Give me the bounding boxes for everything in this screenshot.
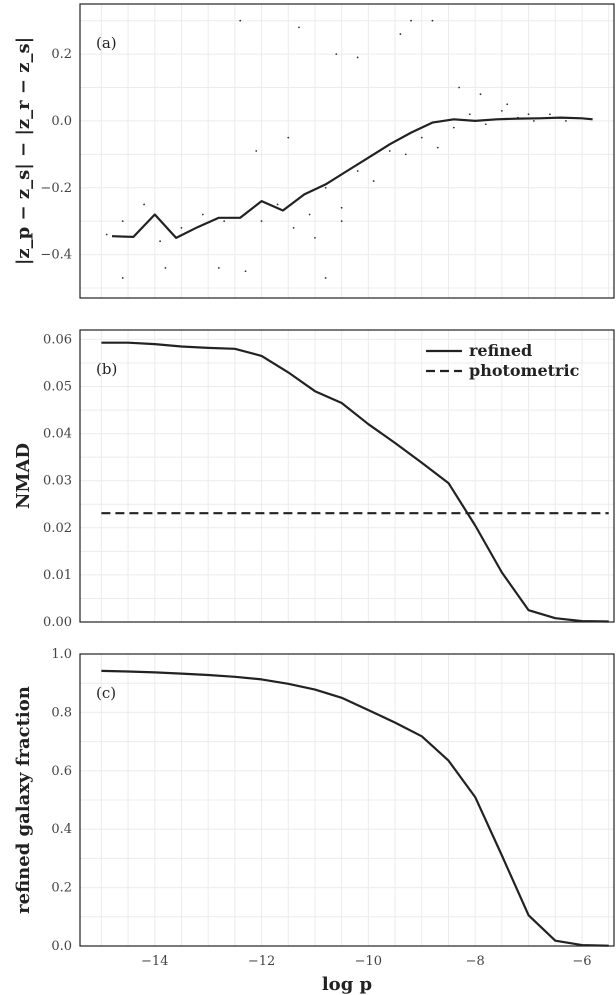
legend-label: photometric [469, 361, 580, 380]
plot-frame [79, 329, 615, 623]
scatter-point [356, 56, 359, 59]
series-line-0 [111, 116, 593, 239]
x-axis-label: log p [322, 974, 372, 995]
series-line-refined [101, 341, 609, 623]
scatter-point [500, 110, 503, 112]
panel-label: (a) [96, 34, 117, 52]
panel-a: −0.4 −0.2 0.0 0.2 |z_p − z_s| − |z_r − z_s| (… [13, 3, 615, 299]
x-tick-label: −10 [355, 954, 382, 969]
scatter-points [105, 19, 567, 279]
scatter-point [298, 26, 300, 29]
plot-frame [79, 3, 615, 299]
scatter-point [468, 113, 471, 116]
scatter-point [143, 203, 145, 206]
scatter-point [287, 136, 290, 139]
scatter-point [420, 136, 423, 139]
series-line-0 [101, 669, 609, 947]
x-tick-label: −14 [141, 954, 168, 969]
scatter-point [356, 170, 359, 172]
scatter-point [565, 120, 567, 122]
scatter-point [164, 267, 167, 269]
scatter-point [506, 103, 509, 106]
panel-label: (c) [96, 684, 116, 702]
y-tick-label: 0.05 [43, 380, 72, 395]
grid [80, 4, 614, 298]
y-axis-label: refined galaxy fraction [13, 686, 34, 914]
plot-frame [79, 653, 615, 947]
scatter-point [431, 19, 434, 22]
scatter-point [410, 19, 412, 22]
scatter-point [260, 220, 263, 223]
y-tick-label: 0.0 [51, 939, 72, 954]
panel-c: 0.0 0.2 0.4 0.6 0.8 1.0 −14 −12 −10 −8 −6 refined g… [13, 647, 615, 995]
y-tick-label: −0.2 [40, 181, 72, 196]
scatter-point [121, 220, 124, 223]
x-tick-label: −12 [248, 954, 275, 969]
y-tick-label: 0.6 [51, 764, 72, 779]
scatter-point [399, 33, 402, 35]
grid [80, 653, 614, 947]
scatter-point [223, 220, 226, 223]
y-axis-label: NMAD [13, 443, 34, 509]
y-tick-label: 0.2 [51, 881, 72, 896]
scatter-point [549, 113, 551, 116]
y-tick-label: 0.8 [51, 705, 72, 720]
y-tick-label: 0.02 [43, 521, 72, 536]
scatter-point [105, 233, 108, 236]
scatter-point [292, 226, 295, 229]
scatter-point [484, 123, 487, 126]
scatter-point [239, 19, 242, 22]
scatter-point [458, 86, 461, 89]
scatter-point [180, 226, 183, 229]
y-tick-label: 0.06 [43, 332, 72, 347]
y-tick-label: 0.01 [43, 568, 72, 583]
scatter-point [404, 153, 407, 156]
x-tick-label: −8 [466, 954, 485, 969]
y-tick-label: −0.4 [40, 248, 72, 263]
y-tick-label: 0.0 [51, 114, 72, 129]
y-tick-label: 0.00 [43, 615, 72, 630]
scatter-point [276, 203, 279, 206]
scatter-point [255, 150, 258, 152]
scatter-point [121, 277, 124, 279]
scatter-point [324, 277, 327, 279]
scatter-point [388, 150, 391, 152]
scatter-point [201, 213, 204, 216]
scatter-point [314, 236, 316, 239]
y-tick-label: 1.0 [51, 647, 72, 662]
scatter-point [436, 146, 439, 149]
y-tick-label: 0.2 [51, 47, 72, 62]
panel-b: 0.00 0.01 0.02 0.03 0.04 0.05 0.06 NMAD refinedp… [13, 329, 615, 630]
scatter-point [533, 120, 535, 122]
scatter-point [244, 270, 247, 273]
grid [80, 330, 614, 623]
x-tick-label: −6 [572, 954, 591, 969]
y-axis-label: |z_p − z_s| − |z_r − z_s| [13, 37, 34, 265]
scatter-point [308, 213, 311, 216]
y-tick-label: 0.03 [43, 474, 72, 489]
y-tick-label: 0.04 [43, 427, 72, 442]
scatter-point [372, 180, 375, 182]
scatter-point [324, 186, 327, 189]
panel-label: (b) [96, 360, 117, 378]
y-tick-label: 0.4 [51, 822, 72, 837]
scatter-point [340, 220, 343, 223]
scatter-point [340, 206, 343, 209]
scatter-point [479, 93, 482, 96]
scatter-point [452, 126, 455, 129]
scatter-point [335, 53, 338, 56]
scatter-point [217, 267, 220, 269]
legend-label: refined [469, 341, 532, 360]
scatter-point [527, 113, 530, 116]
scatter-point [159, 240, 162, 243]
